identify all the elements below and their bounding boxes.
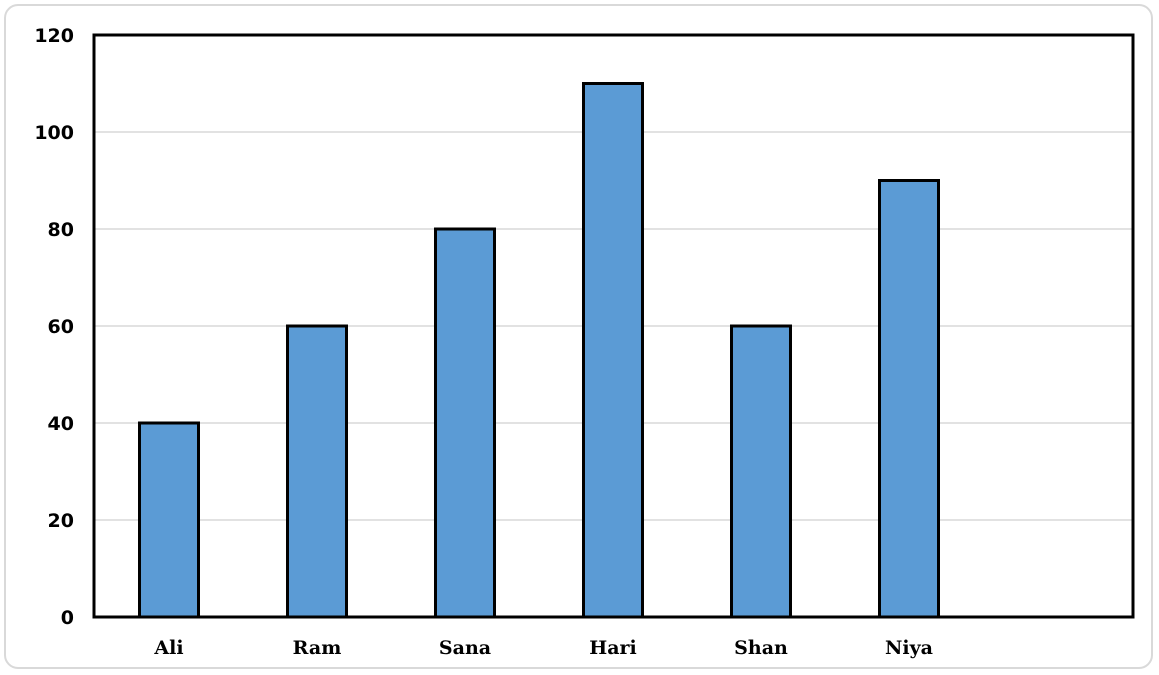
y-tick-label-100: 100 (34, 122, 74, 144)
y-tick-label-80: 80 (48, 219, 74, 241)
y-tick-label-40: 40 (48, 413, 74, 435)
y-tick-label-60: 60 (48, 316, 74, 338)
y-tick-label-20: 20 (48, 510, 74, 532)
bar-ram (286, 324, 348, 619)
bar-sana (434, 227, 496, 619)
x-tick-label-hari: Hari (589, 637, 637, 659)
bar-shan (730, 324, 792, 619)
bar-hari (582, 82, 644, 619)
x-tick-label-niya: Niya (885, 637, 933, 659)
y-axis-tick-labels: 0 20 40 60 80 100 120 (34, 25, 74, 629)
x-tick-label-ali: Ali (153, 637, 183, 659)
y-tick-label-120: 120 (34, 25, 74, 47)
bars (138, 82, 940, 619)
plot-area-border (92, 33, 1135, 619)
x-axis-category-labels: Ali Ram Sana Hari Shan Niya (153, 637, 933, 659)
bar-ali (138, 421, 200, 619)
x-tick-label-sana: Sana (439, 637, 491, 659)
x-tick-label-shan: Shan (734, 637, 788, 659)
x-tick-label-ram: Ram (293, 637, 342, 659)
bar-niya (878, 179, 940, 619)
y-tick-label-0: 0 (61, 607, 74, 629)
